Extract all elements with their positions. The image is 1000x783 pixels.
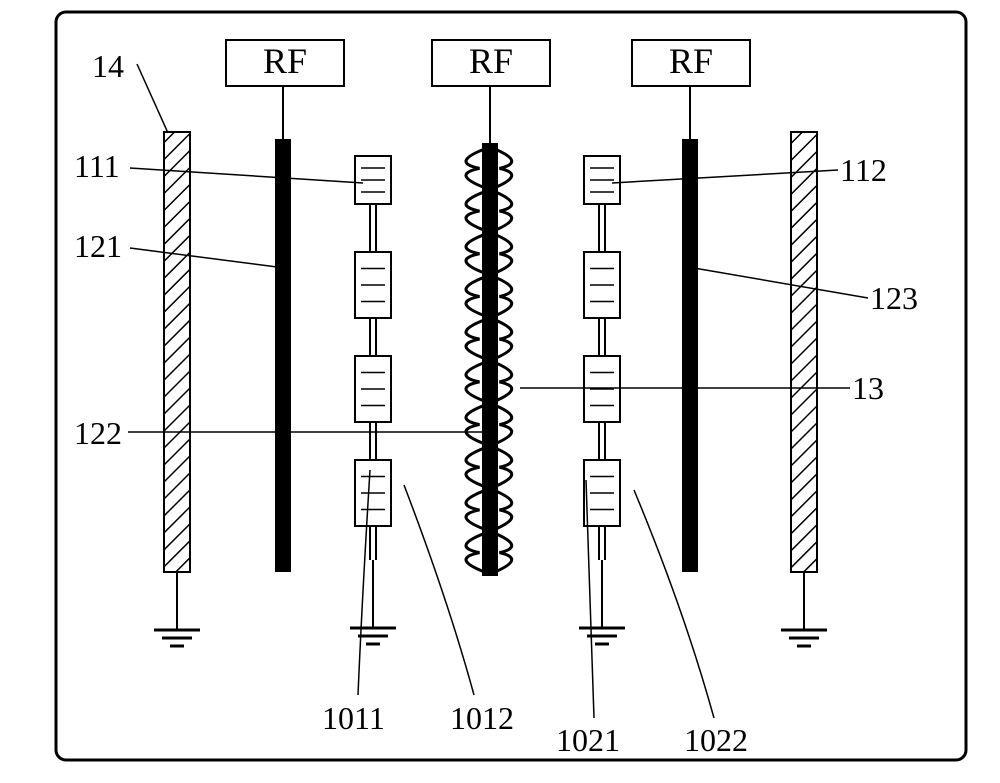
- ref-label-122: 122: [74, 415, 122, 452]
- ref-label-14: 14: [92, 48, 124, 85]
- ref-label-1021: 1021: [556, 722, 620, 759]
- rf-label: RF: [669, 41, 713, 81]
- ref-label-121: 121: [74, 228, 122, 265]
- ref-label-1012: 1012: [450, 700, 514, 737]
- rf-label: RF: [469, 41, 513, 81]
- ref-label-111: 111: [74, 148, 120, 185]
- ref-label-13: 13: [852, 370, 884, 407]
- ref-label-123: 123: [870, 280, 918, 317]
- ref-label-1011: 1011: [322, 700, 385, 737]
- rf-label: RF: [263, 41, 307, 81]
- ref-label-1022: 1022: [684, 722, 748, 759]
- ref-label-112: 112: [840, 152, 887, 189]
